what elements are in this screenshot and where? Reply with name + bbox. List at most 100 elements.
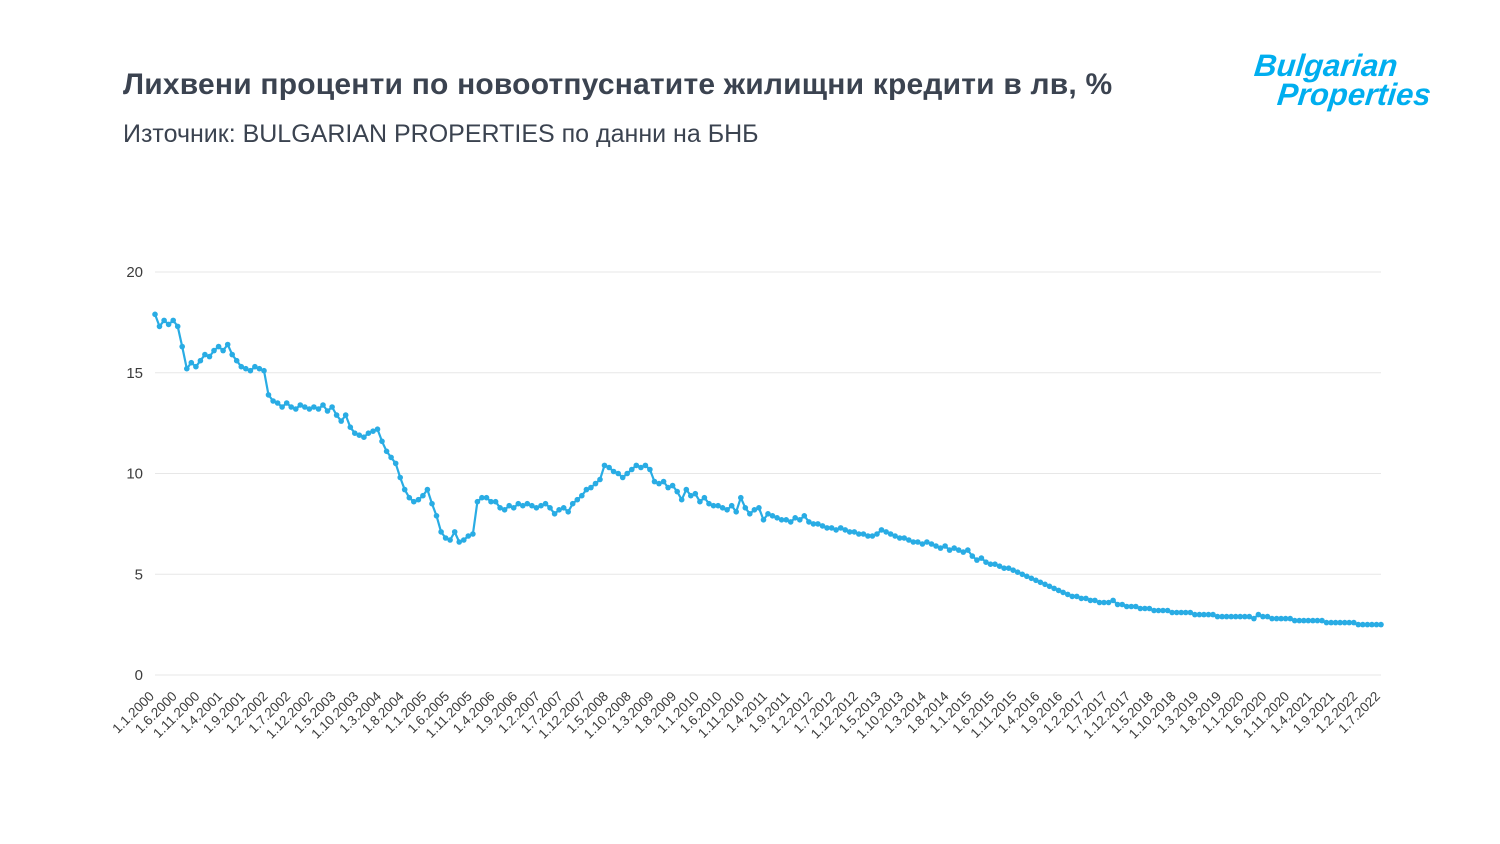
- data-point: [574, 496, 581, 503]
- data-point: [542, 500, 549, 507]
- data-point: [320, 402, 326, 408]
- data-point: [851, 529, 858, 535]
- data-point: [442, 535, 449, 541]
- data-point: [915, 539, 921, 545]
- data-point: [565, 509, 571, 515]
- data-point: [270, 398, 276, 404]
- logo-line-2: Properties: [1275, 77, 1433, 112]
- data-point: [846, 529, 853, 535]
- data-point: [415, 496, 422, 503]
- data-point: [1192, 611, 1198, 618]
- data-point: [1164, 607, 1171, 614]
- data-point: [701, 494, 708, 501]
- data-point: [951, 545, 957, 551]
- data-point: [906, 537, 912, 543]
- data-point: [256, 365, 263, 372]
- data-point: [342, 412, 349, 418]
- data-point: [1323, 619, 1330, 626]
- data-point: [619, 474, 626, 481]
- data-point: [279, 404, 285, 410]
- data-point: [515, 500, 522, 507]
- data-point: [524, 500, 531, 507]
- page-title: Лихвени проценти по новоотпуснатите жили…: [123, 68, 1113, 101]
- data-point: [996, 563, 1003, 569]
- data-point: [1360, 621, 1366, 628]
- chart-header: Лихвени проценти по новоотпуснатите жили…: [123, 68, 1223, 149]
- data-point: [733, 509, 739, 515]
- data-point: [1210, 611, 1216, 618]
- data-point: [828, 525, 835, 531]
- data-point: [928, 541, 935, 547]
- data-point: [397, 474, 404, 481]
- data-point: [1151, 607, 1157, 614]
- data-point: [728, 502, 735, 509]
- data-point: [1232, 613, 1239, 620]
- data-point: [1019, 571, 1026, 578]
- data-point: [1155, 607, 1162, 614]
- data-point: [665, 484, 671, 491]
- data-point: [937, 545, 944, 551]
- data-point: [742, 505, 749, 511]
- data-point: [401, 486, 408, 493]
- data-point: [629, 466, 635, 473]
- data-point: [211, 347, 217, 354]
- data-point: [1092, 597, 1098, 604]
- data-point: [896, 535, 903, 541]
- data-point: [1205, 611, 1212, 618]
- data-point: [1087, 597, 1094, 604]
- data-point: [778, 517, 785, 523]
- data-point: [483, 494, 490, 501]
- data-point: [1214, 613, 1221, 620]
- data-point: [1105, 599, 1112, 606]
- data-point: [174, 323, 181, 330]
- data-point: [1341, 619, 1348, 626]
- data-point: [892, 533, 898, 539]
- data-point: [1187, 609, 1194, 616]
- source-caption: Източник: BULGARIAN PROPERTIES по данни …: [123, 120, 759, 148]
- data-point: [229, 351, 235, 358]
- data-point: [347, 424, 354, 430]
- bulgarian-properties-logo: Bulgarian Properties: [1250, 48, 1436, 112]
- data-point: [642, 462, 649, 469]
- data-point: [388, 454, 394, 461]
- data-point: [1260, 613, 1266, 620]
- data-point: [815, 521, 821, 527]
- data-point: [224, 341, 231, 348]
- data-point: [311, 404, 317, 410]
- data-point: [479, 494, 485, 501]
- data-point: [506, 502, 512, 509]
- data-point: [1042, 581, 1048, 588]
- data-point: [910, 539, 917, 545]
- data-point: [297, 402, 304, 408]
- data-point: [1319, 617, 1325, 624]
- data-point: [674, 488, 680, 495]
- data-point: [206, 353, 213, 360]
- data-point: [919, 541, 926, 547]
- data-point: [324, 408, 331, 414]
- data-point: [819, 523, 826, 529]
- data-point: [874, 531, 880, 537]
- data-point: [1305, 617, 1312, 624]
- data-point: [411, 498, 417, 505]
- data-point: [252, 363, 258, 370]
- data-point: [1001, 565, 1007, 571]
- data-point: [1310, 617, 1316, 624]
- data-point: [556, 507, 562, 513]
- data-point: [783, 517, 789, 523]
- data-point: [152, 311, 158, 318]
- data-point: [1037, 579, 1044, 586]
- data-point: [188, 359, 195, 366]
- data-point: [520, 502, 526, 509]
- data-point: [688, 492, 694, 499]
- data-point: [1332, 619, 1339, 626]
- data-point: [1123, 603, 1130, 610]
- data-point: [547, 505, 553, 511]
- data-point: [538, 502, 544, 509]
- data-point: [638, 464, 644, 471]
- data-point: [651, 478, 658, 485]
- data-point: [738, 494, 744, 501]
- y-tick-label-15: 15: [126, 365, 143, 382]
- data-point: [179, 343, 185, 350]
- data-point: [156, 323, 163, 330]
- data-point: [374, 426, 381, 432]
